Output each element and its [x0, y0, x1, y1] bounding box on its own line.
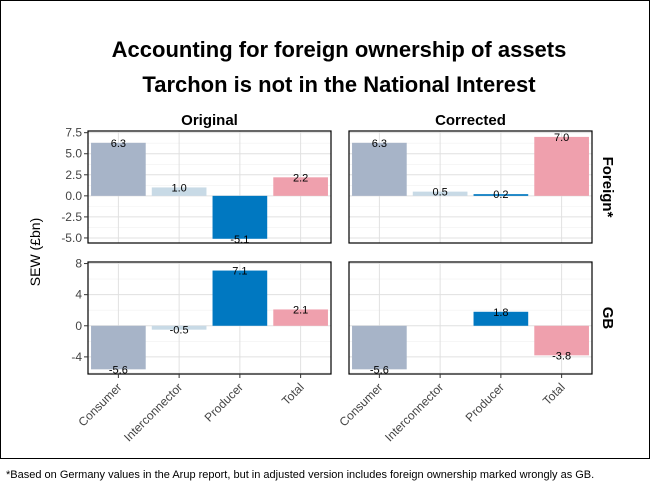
bar-consumer [91, 142, 146, 196]
facet-label-foreign: Foreign* [599, 157, 616, 218]
bar-interconnector [412, 191, 468, 196]
data-label-total: -3.8 [552, 350, 571, 362]
panel-border [348, 261, 593, 375]
data-label-producer: 7.1 [232, 266, 247, 278]
bar-producer [212, 270, 268, 326]
data-label-producer: 0.2 [493, 189, 508, 201]
facet-label-corrected: Corrected [435, 112, 506, 129]
data-label-interconnector: -0.5 [170, 325, 189, 337]
y-tick-label: 5.0 [65, 147, 82, 161]
bar-total [273, 309, 328, 326]
data-label-interconnector: 1.0 [171, 182, 186, 194]
y-tick-label: 2.5 [65, 168, 82, 182]
chart-title-line-1: Accounting for foreign ownership of asse… [112, 37, 567, 62]
y-tick-label: 0 [75, 319, 82, 333]
panel-border [87, 261, 332, 375]
panel-border [348, 130, 593, 244]
bar-consumer [91, 325, 146, 370]
bar-interconnector [151, 187, 207, 196]
bar-interconnector [151, 325, 207, 330]
bar-producer [473, 194, 529, 196]
data-label-total: 2.1 [293, 304, 308, 316]
data-label-total: 2.2 [293, 172, 308, 184]
facet-label-original: Original [181, 112, 238, 129]
panel-0-0: 6.3 1.0 -5.1 2.2 7.5 5.0 2.5 0.0 -2.5 -5.0 [61, 126, 332, 246]
bar-producer [212, 195, 268, 239]
data-label-interconnector: 0.5 [432, 187, 447, 199]
chart-caption: *Based on Germany values in the Arup rep… [6, 469, 594, 481]
bar-total [534, 136, 589, 196]
panel-0-1: 6.3 0.5 0.2 7.0 [348, 130, 593, 244]
chart-title-line-2: Tarchon is not in the National Interest [142, 72, 536, 97]
data-label-producer: 1.8 [493, 307, 508, 319]
data-label-producer: -5.1 [230, 234, 249, 246]
bar-consumer [352, 325, 407, 370]
y-tick-label: 8 [75, 257, 82, 271]
bar-total [534, 325, 589, 356]
y-tick-label: 7.5 [65, 126, 82, 140]
bar-consumer [352, 142, 407, 196]
panel-border [87, 130, 332, 244]
data-label-total: 7.0 [554, 132, 569, 144]
facet-label-gb: GB [599, 307, 616, 330]
y-tick-label: 0.0 [65, 189, 82, 203]
bar-producer [473, 311, 529, 326]
y-tick-label: 4 [75, 288, 82, 302]
y-tick-label: -5.0 [61, 231, 82, 245]
data-label-consumer: 6.3 [372, 138, 387, 150]
data-label-consumer: -5.6 [370, 364, 389, 376]
data-label-consumer: -5.6 [109, 364, 128, 376]
y-tick-label: -2.5 [61, 210, 82, 224]
y-axis-label: SEW (£bn) [27, 218, 43, 286]
bar-total [273, 177, 328, 196]
y-tick-label: -4 [71, 350, 82, 364]
data-label-consumer: 6.3 [111, 138, 126, 150]
